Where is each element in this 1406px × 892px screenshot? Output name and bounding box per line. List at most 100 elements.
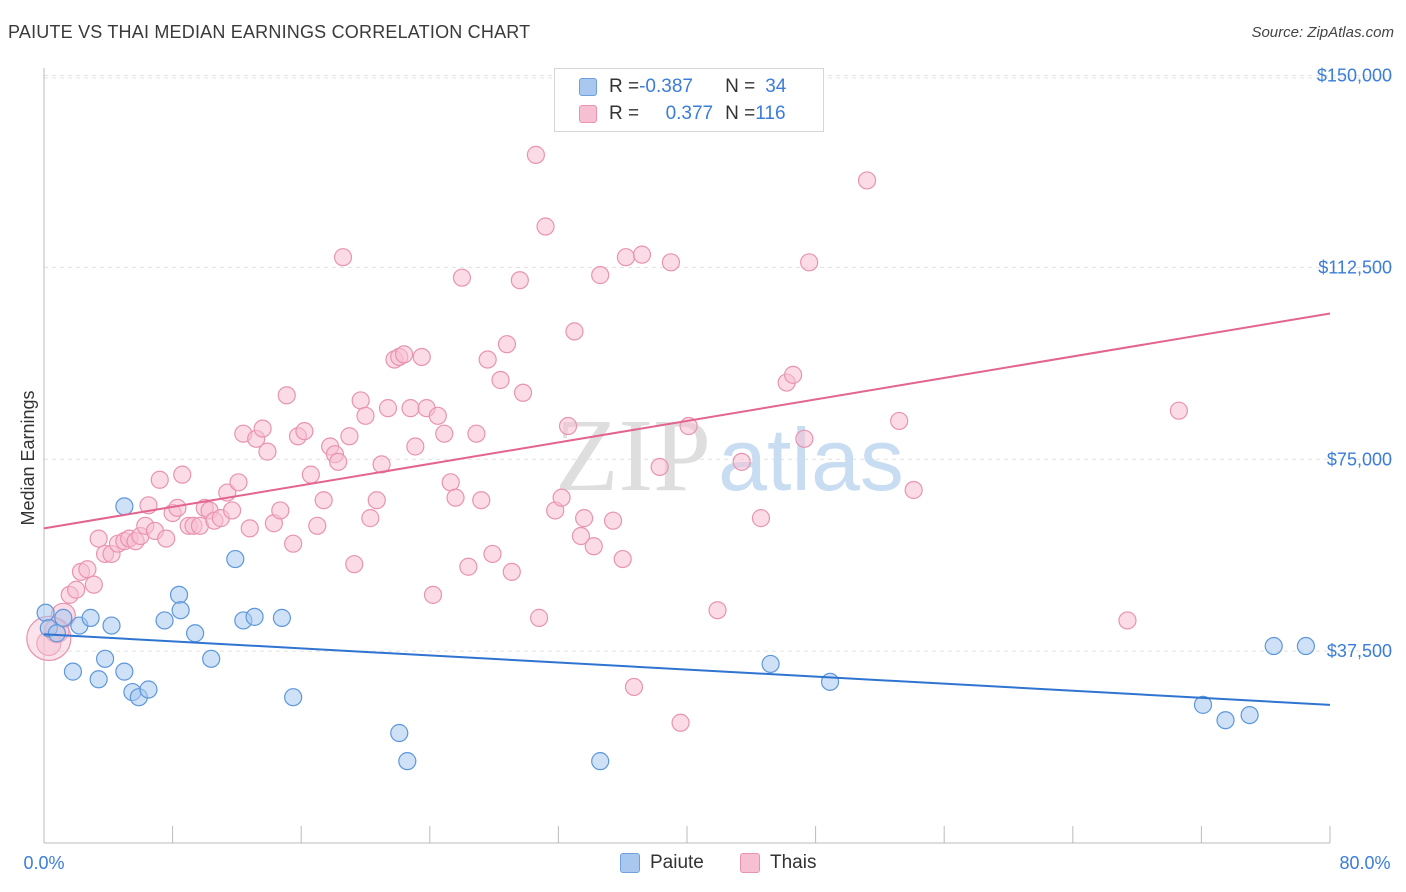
legend-r-label: R =	[609, 103, 640, 124]
thais-point	[795, 429, 814, 448]
paiute-point	[390, 723, 409, 743]
thais-point	[857, 171, 877, 190]
thais-point	[356, 406, 375, 425]
paiute-point	[171, 601, 190, 620]
y-tick-label: $112,500	[1318, 257, 1392, 277]
thais-point	[441, 473, 460, 492]
thais-point	[552, 488, 571, 507]
thais-trend-line	[43, 312, 1331, 530]
thais-point	[478, 350, 497, 369]
legend-r-label: R =	[609, 76, 640, 97]
thais-point	[575, 509, 594, 528]
thais-point	[661, 253, 681, 272]
thais-point	[565, 322, 584, 341]
paiute-point	[272, 608, 292, 627]
thais-point	[491, 370, 510, 390]
thais-point	[708, 601, 727, 620]
paiute-point	[169, 585, 189, 604]
thais-point	[483, 544, 502, 564]
legend-row-paiute: R = -0.387 N = 34	[555, 73, 786, 101]
paiute-point	[95, 649, 115, 668]
paiute-point	[81, 608, 100, 627]
legend-row-thais: R = 0.377 N = 116	[555, 100, 786, 128]
legend-label-thais: Thais	[770, 852, 817, 873]
paiute-point	[284, 688, 303, 707]
thais-point	[783, 365, 803, 384]
paiute-point	[591, 752, 610, 771]
paiute-point	[63, 662, 83, 681]
thais-point	[467, 424, 486, 443]
thais-point	[329, 452, 348, 471]
thais-point	[271, 501, 290, 520]
thais-point	[890, 411, 909, 431]
paiute-point	[245, 607, 264, 626]
thais-point	[513, 383, 533, 402]
thais-point	[84, 575, 103, 594]
paiute-point	[115, 497, 134, 516]
thais-point	[295, 422, 314, 441]
paiute-point	[1193, 695, 1213, 714]
y-tick-label: $150,000	[1317, 66, 1392, 86]
thais-point	[412, 347, 431, 367]
trend-lines	[43, 312, 1331, 706]
paiute-point	[54, 608, 73, 627]
legend-swatch-thais	[579, 105, 597, 123]
legend-item-paiute[interactable]: Paiute	[620, 852, 704, 874]
thais-point	[345, 555, 364, 574]
paiute-point	[102, 616, 121, 635]
thais-point	[671, 713, 690, 732]
thais-point	[340, 427, 359, 446]
paiute-point	[761, 654, 780, 674]
paiute-point	[115, 662, 134, 681]
thais-point	[367, 491, 386, 510]
thais-point	[150, 470, 169, 489]
thais-point	[314, 491, 333, 510]
legend-item-thais[interactable]: Thais	[740, 852, 816, 874]
paiute-point	[139, 680, 158, 699]
thais-point	[800, 253, 819, 272]
thais-point	[472, 491, 491, 510]
thais-point	[616, 248, 636, 267]
thais-point	[394, 345, 414, 364]
thais-point	[613, 549, 632, 569]
thais-point	[428, 406, 447, 425]
series-legend: Paiute Thais	[0, 852, 1406, 878]
thais-point	[378, 399, 398, 418]
thais-point	[624, 677, 644, 697]
legend-label-paiute: Paiute	[650, 852, 704, 873]
thais-point	[751, 509, 771, 528]
thais-point	[584, 537, 603, 556]
thais-point	[284, 534, 303, 553]
legend-n-value: 34	[765, 76, 787, 97]
thais-point	[258, 442, 277, 461]
axis-labels: $37,500 $75,000 $112,500 $150,000 0.0% 80.0% M…	[18, 66, 1392, 873]
chart-title: PAIUTE VS THAI MEDIAN EARNINGS CORRELATI…	[8, 22, 531, 42]
thais-point	[502, 562, 521, 581]
thais-point	[406, 437, 425, 456]
y-axis-title: Median Earnings	[18, 390, 38, 525]
thais-point	[253, 419, 272, 438]
legend-n-value: 116	[755, 103, 786, 124]
grid-lines	[44, 75, 1392, 652]
thais-point	[591, 266, 610, 285]
thais-point	[351, 391, 370, 410]
thais-point	[536, 217, 555, 236]
thais-point	[1118, 611, 1137, 630]
thais-point	[497, 335, 517, 354]
thais-point	[632, 245, 652, 264]
legend-n-label: N =	[725, 103, 756, 124]
thais-point	[530, 608, 549, 627]
paiute-point	[1240, 705, 1259, 725]
thais-point	[222, 501, 242, 520]
thais-point	[510, 271, 529, 290]
series-paiute	[36, 497, 1315, 771]
thais-point	[423, 585, 443, 604]
thais-point	[308, 516, 327, 535]
thais-point	[67, 580, 86, 599]
thais-point	[361, 509, 380, 528]
paiute-point	[186, 624, 205, 643]
paiute-point	[155, 611, 174, 630]
thais-point	[401, 399, 420, 418]
paiute-point	[47, 624, 66, 643]
x-tick-label-left: 0.0%	[23, 853, 64, 873]
